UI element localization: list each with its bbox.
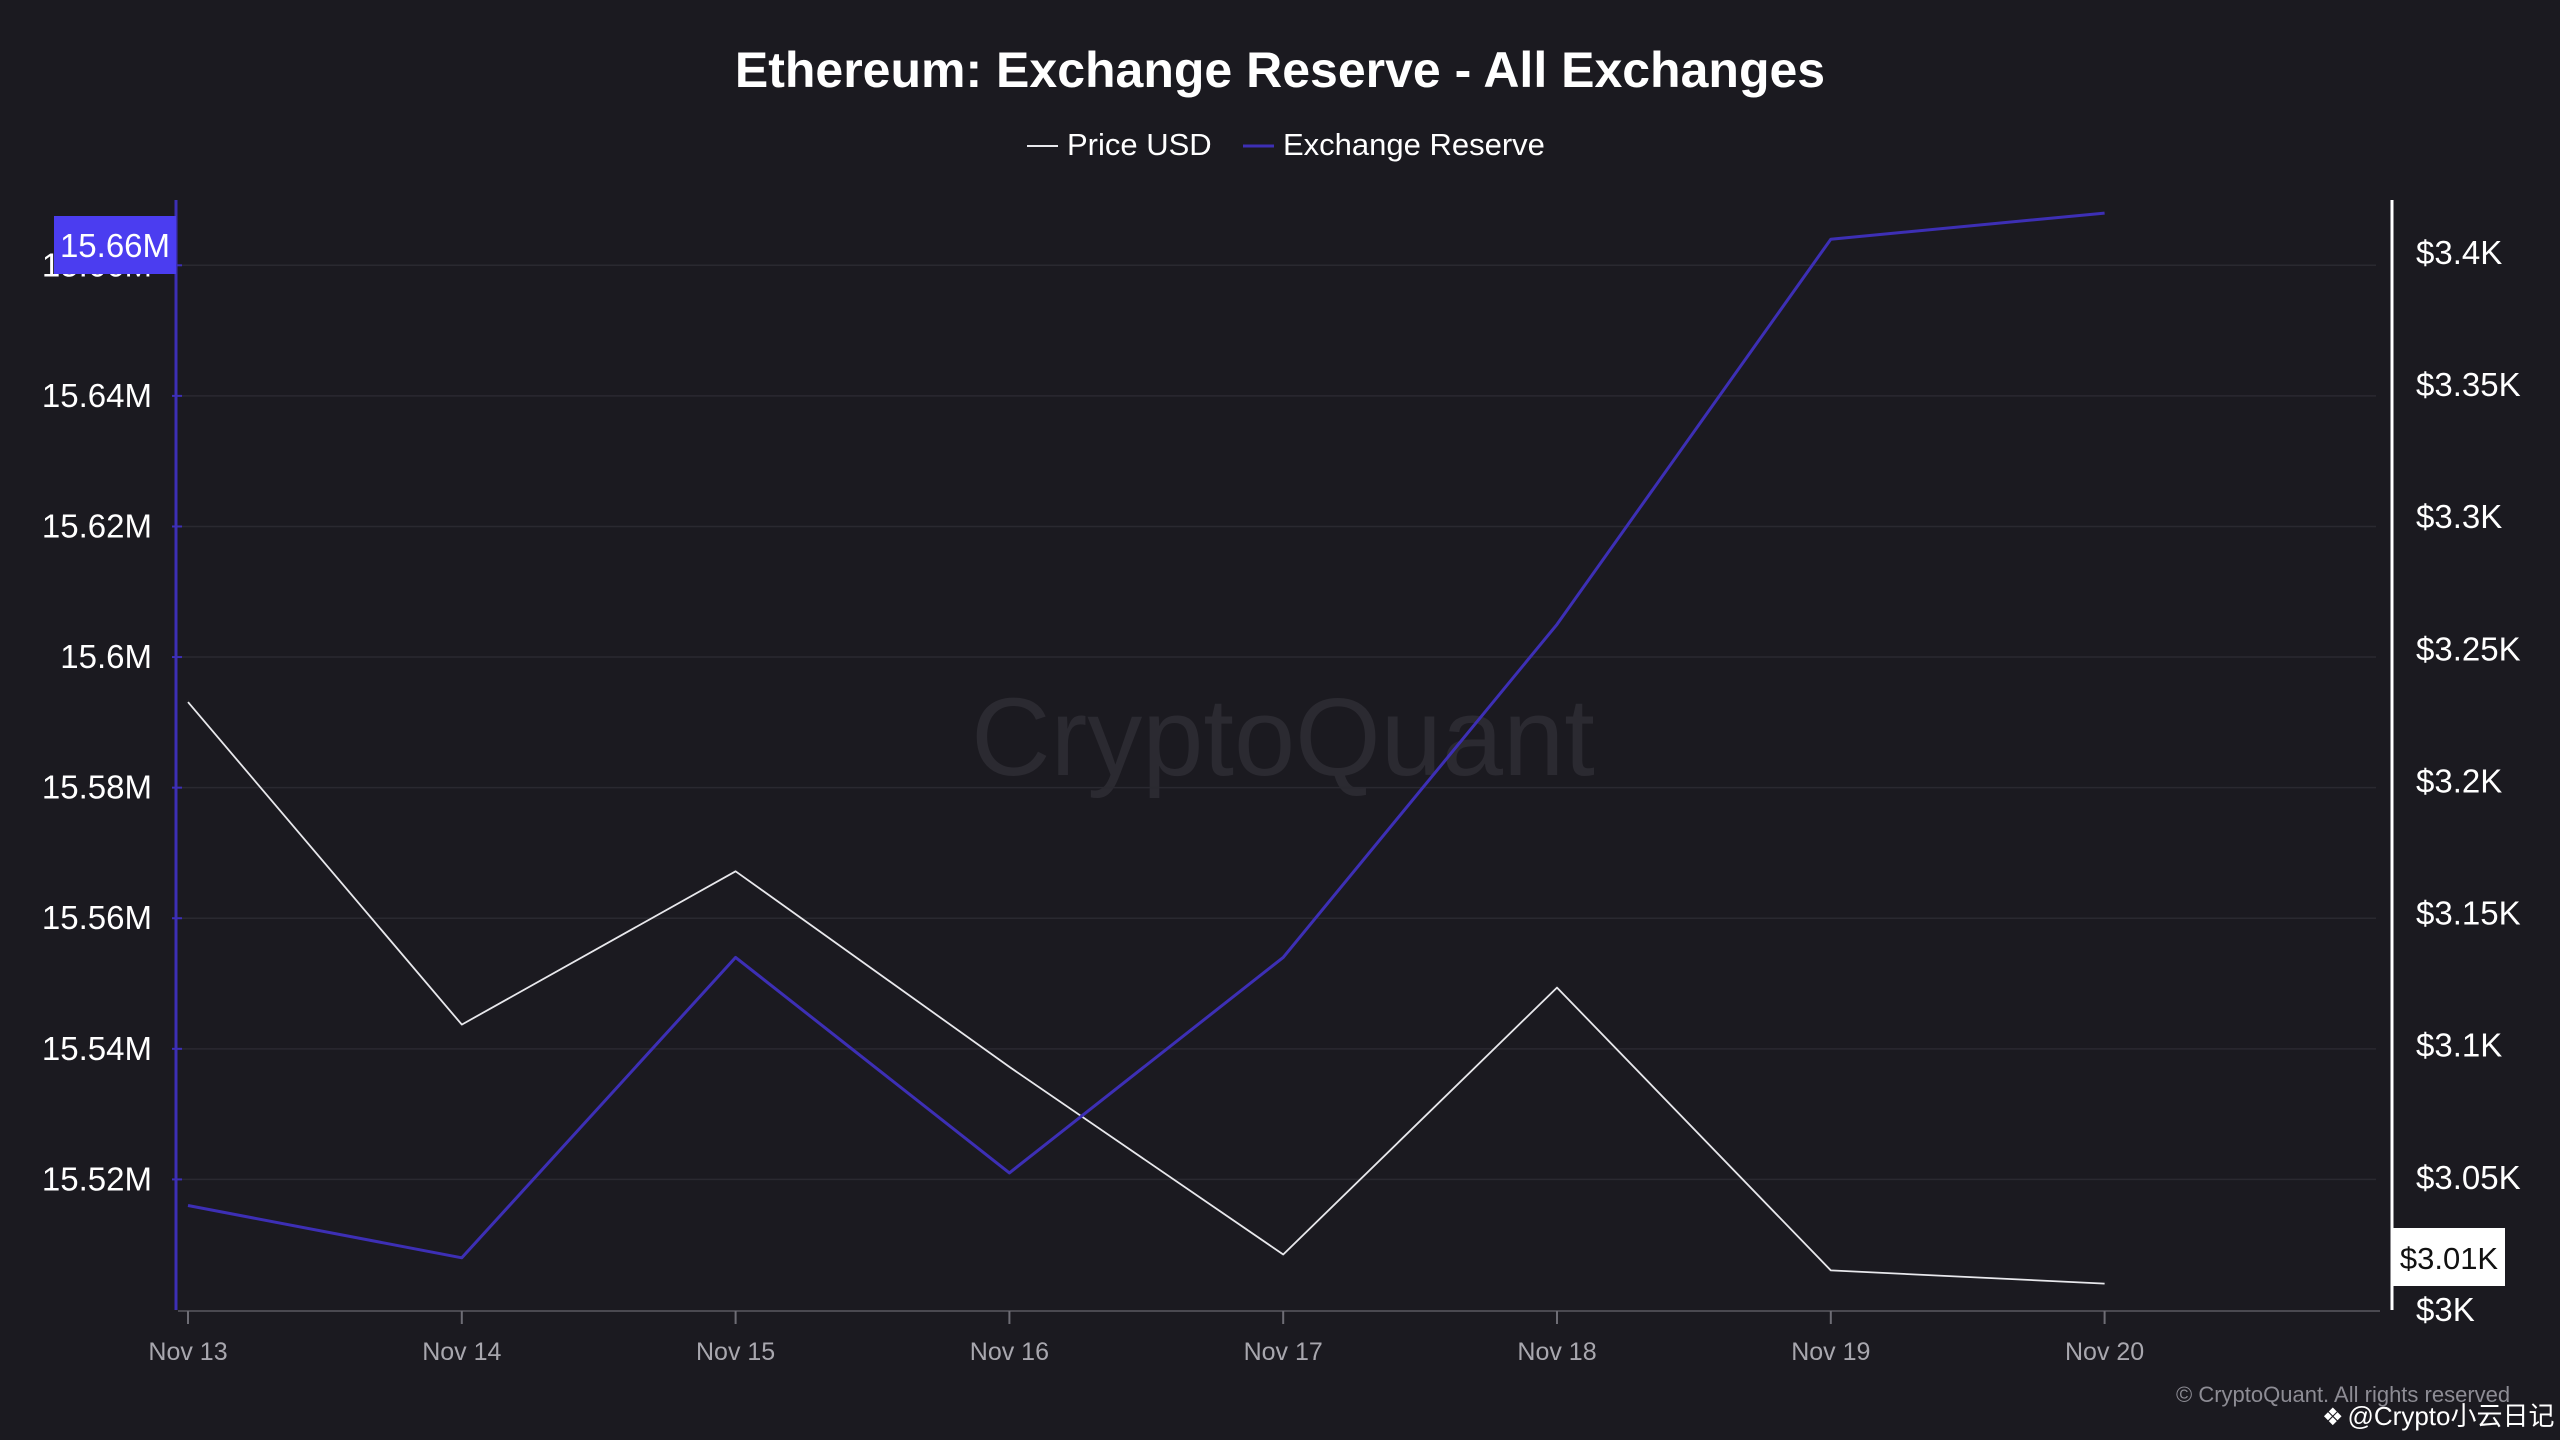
credit-watermark: ❖ @Crypto小云日记 — [2322, 1396, 2555, 1433]
x-tick-label: Nov 18 — [1517, 1338, 1596, 1366]
legend-price-label[interactable]: Price USD — [1067, 127, 1212, 162]
price-point — [185, 699, 191, 705]
reserve-point — [1554, 621, 1560, 627]
x-tick-label: Nov 19 — [1791, 1338, 1870, 1366]
right-tick-label: $3.2K — [2416, 762, 2502, 799]
watermark: CryptoQuant — [971, 676, 1595, 799]
left-highlight-label: 15.66M — [60, 227, 170, 264]
left-highlight-box — [54, 216, 176, 274]
axes — [174, 200, 2394, 1312]
reserve-point — [733, 954, 739, 960]
legend-reserve-label[interactable]: Exchange Reserve — [1283, 127, 1545, 162]
left-tick-label: 15.6M — [60, 638, 152, 675]
right-tick-label: $3.35K — [2416, 366, 2521, 403]
reserve-point — [2102, 210, 2108, 216]
reserve-point — [1828, 236, 1834, 242]
right-highlight-badge: $3.01K — [2393, 1228, 2505, 1286]
price-point — [1280, 1252, 1286, 1258]
x-tick-label: Nov 16 — [970, 1338, 1049, 1366]
legend[interactable]: Price USD Exchange Reserve — [1027, 127, 1545, 162]
axis-highlights: 15.66M $3.01K — [54, 216, 2505, 1286]
exchange-reserve-line[interactable] — [187, 211, 2105, 1260]
price-point — [1828, 1267, 1834, 1273]
price-point — [459, 1022, 465, 1028]
x-tick-label: Nov 17 — [1244, 1338, 1323, 1366]
right-tick-label: $3K — [2416, 1291, 2475, 1328]
price-point — [2102, 1281, 2108, 1287]
right-highlight-label: $3.01K — [2400, 1241, 2499, 1276]
gridlines — [178, 264, 2376, 1181]
price-point — [1006, 1064, 1012, 1070]
left-tick-label: 15.64M — [42, 377, 152, 414]
diamond-logo-icon: ❖ — [2322, 1404, 2344, 1431]
reserve-point — [1280, 954, 1286, 960]
left-tick-label: 15.56M — [42, 899, 152, 936]
right-tick-label: $3.25K — [2416, 630, 2521, 667]
copyright-footer: © CryptoQuant. All rights reserved — [2176, 1382, 2511, 1407]
right-highlight-box — [2393, 1228, 2505, 1286]
x-tick-label: Nov 14 — [422, 1338, 501, 1366]
price-usd-line[interactable] — [187, 701, 2105, 1285]
left-highlight-badge: 15.66M — [54, 216, 176, 274]
price-point — [1554, 985, 1560, 991]
reserve-point — [1006, 1170, 1012, 1176]
right-tick-label: $3.05K — [2416, 1159, 2521, 1196]
reserve-point — [185, 1203, 191, 1209]
right-axis-ticks: $3K $3.05K $3.1K $3.15K $3.2K $3.25K $3.3K $3.3… — [2416, 234, 2521, 1328]
chart-title: Ethereum: Exchange Reserve - All Exchang… — [735, 42, 1825, 98]
price-point — [733, 868, 739, 874]
left-tick-label: 15.62M — [42, 507, 152, 544]
right-tick-label: $3.3K — [2416, 498, 2502, 535]
left-axis-ticks: 15.52M 15.54M 15.56M 15.58M 15.6M 15.62M 15.64… — [42, 246, 182, 1197]
x-axis-ticks: Nov 13 Nov 14 Nov 15 Nov 16 Nov 17 Nov 18 Nov … — [148, 1311, 2144, 1366]
x-tick-label: Nov 15 — [696, 1338, 775, 1366]
series-lines[interactable] — [185, 210, 2108, 1287]
right-tick-label: $3.15K — [2416, 895, 2521, 932]
credit-text: @Crypto小云日记 — [2347, 1401, 2555, 1431]
left-tick-label: 15.54M — [42, 1030, 152, 1067]
left-tick-label: 15.58M — [42, 769, 152, 806]
x-tick-label: Nov 13 — [148, 1338, 227, 1366]
right-tick-label: $3.4K — [2416, 234, 2502, 271]
right-tick-label: $3.1K — [2416, 1027, 2502, 1064]
x-tick-label: Nov 20 — [2065, 1338, 2144, 1366]
reserve-point — [459, 1255, 465, 1261]
left-tick-label: 15.52M — [42, 1160, 152, 1197]
